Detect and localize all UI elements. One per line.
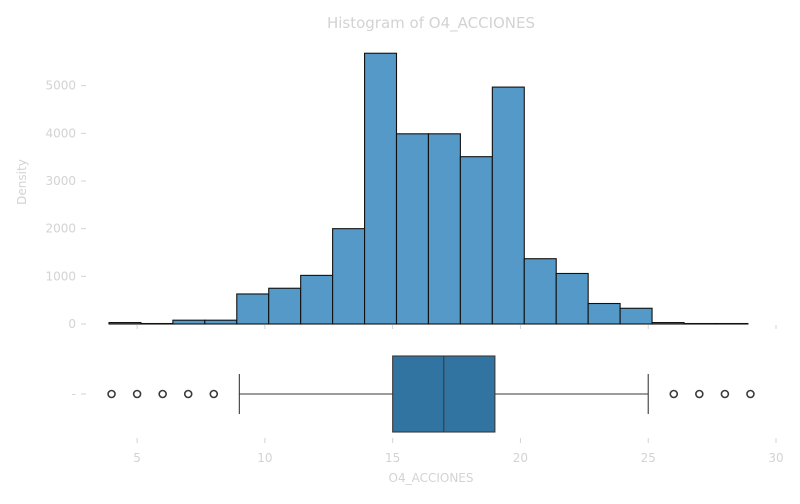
outlier-point xyxy=(134,391,141,398)
boxplot-panel xyxy=(108,356,754,432)
outlier-point xyxy=(108,391,115,398)
outlier-point xyxy=(670,391,677,398)
y-tick-label: 2000 xyxy=(45,222,76,236)
box-y-tick-label: - xyxy=(72,387,76,401)
histogram-bar xyxy=(588,304,620,324)
histogram-bar xyxy=(556,273,588,324)
histogram-bar xyxy=(524,259,556,324)
histogram-bar xyxy=(237,294,269,324)
histogram-bar xyxy=(620,308,652,324)
histogram-bar xyxy=(205,320,237,324)
histogram-bar xyxy=(460,157,492,324)
histogram-bar xyxy=(397,134,429,324)
chart-title: Histogram of O4_ACCIONES xyxy=(327,14,535,33)
y-axis-label: Density xyxy=(15,159,29,205)
x-tick-label: 30 xyxy=(768,451,783,465)
histogram-bar xyxy=(173,320,205,324)
histogram-bar xyxy=(269,288,301,324)
x-axis-label: O4_ACCIONES xyxy=(389,471,474,485)
histogram-bar xyxy=(652,323,684,324)
x-tick-label: 5 xyxy=(133,451,141,465)
y-tick-label: 5000 xyxy=(45,79,76,93)
x-tick-label: 20 xyxy=(513,451,528,465)
outlier-point xyxy=(185,391,192,398)
x-tick-label: 10 xyxy=(257,451,272,465)
x-tick-label: 15 xyxy=(385,451,400,465)
histogram-bar xyxy=(301,275,333,324)
histogram-bar xyxy=(365,53,397,324)
histogram-bar xyxy=(428,134,460,324)
outlier-point xyxy=(721,391,728,398)
x-tick-label: 25 xyxy=(641,451,656,465)
outlier-point xyxy=(747,391,754,398)
histogram-bar xyxy=(333,229,365,324)
outlier-point xyxy=(696,391,703,398)
histogram-bar xyxy=(109,323,141,324)
y-tick-label: 4000 xyxy=(45,126,76,140)
histogram-bar xyxy=(492,87,524,324)
outlier-point xyxy=(159,391,166,398)
y-tick-label: 3000 xyxy=(45,174,76,188)
y-tick-label: 1000 xyxy=(45,269,76,283)
outlier-point xyxy=(210,391,217,398)
histogram-panel xyxy=(109,53,748,324)
y-tick-label: 0 xyxy=(68,317,76,331)
